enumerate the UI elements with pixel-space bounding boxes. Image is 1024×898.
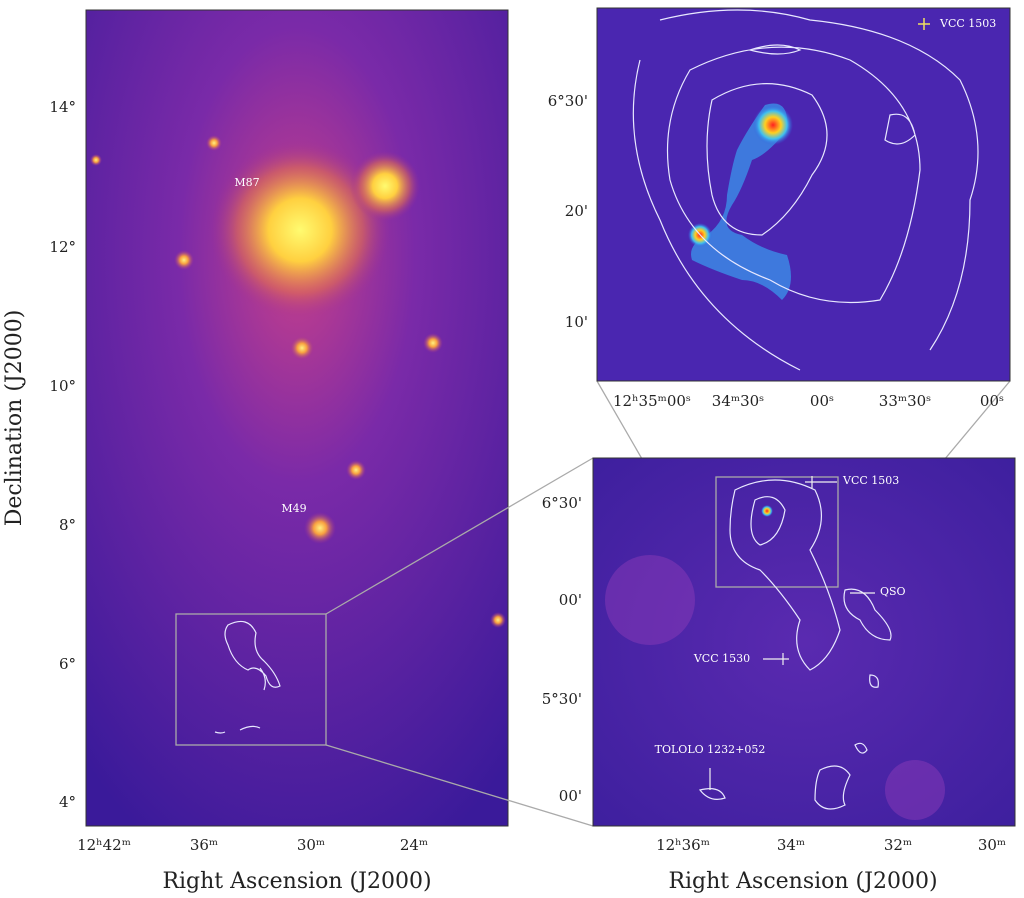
object-label: M49 [281,502,306,515]
x-axis-label: Right Ascension (J2000) [668,869,937,894]
object-label: M87 [234,176,259,189]
pointer [709,476,875,790]
x-tick-label: 00ˢ [810,392,834,410]
frame [85,9,509,827]
emission [691,103,791,300]
object-label: VCC 1503 [842,474,899,487]
zoom-box [715,476,839,588]
emission-peak [753,105,793,145]
y-tick-label: 8° [59,516,76,534]
star [490,612,506,628]
y-tick-label: 6° [59,655,76,673]
object-label: QSO [880,585,906,598]
star [290,336,314,360]
hi-image [597,8,1010,381]
glow [605,555,695,645]
x-tick-label: 30ᵐ [297,836,325,854]
star [423,333,443,353]
x-tick-label: 34ᵐ [777,836,805,854]
y-axis-label: Declination (J2000) [2,310,27,527]
galaxy-glow [350,151,420,221]
object-label: VCC 1503 [939,17,996,30]
x-tick-label: 12ʰ36ᵐ [656,836,710,854]
y-tick-label: 14° [49,98,76,116]
y-tick-label: 5°30' [542,690,582,708]
y-tick-label: 10° [49,377,76,395]
y-tick-label: 12° [49,238,76,256]
marker [918,18,930,30]
field-panel: VCC 1503 QSO VCC 1530 TOLOLO 1232+052 6°… [542,457,1016,894]
star [206,135,222,151]
x-tick-label: 12ʰ35ᵐ00ˢ [613,392,691,410]
x-tick-label: 33ᵐ30ˢ [879,392,931,410]
zoom-box [175,613,327,746]
star [174,250,194,270]
y-tick-label: 4° [59,793,76,811]
x-tick-label: 36ᵐ [190,836,218,854]
star [346,460,366,480]
x-tick-label: 30ᵐ [978,836,1006,854]
contour [214,620,281,734]
sky-image [86,10,508,826]
frame [592,457,1016,827]
contour [698,479,892,810]
glow [885,760,945,820]
y-tick-label: 00' [559,787,582,805]
x-tick-label: 24ᵐ [400,836,428,854]
y-tick-label: 10' [565,313,588,331]
y-tick-label: 00' [559,591,582,609]
y-tick-label: 20' [565,202,588,220]
zoom-panel: VCC 1503 6°30' 20' 10' 12ʰ35ᵐ00ˢ 34ᵐ30ˢ … [548,7,1011,410]
object-label: VCC 1530 [693,652,750,665]
x-tick-label: 32ᵐ [884,836,912,854]
frame [596,7,1011,382]
contour [632,9,979,371]
emission-peak [761,505,773,517]
y-tick-label: 6°30' [542,494,582,512]
sky-panel: M87 M49 14° 12° 10° 8° 6° 4° 12ʰ42ᵐ 36ᵐ … [2,9,509,894]
galaxy-glow [210,140,390,320]
x-tick-label: 12ʰ42ᵐ [77,836,131,854]
zoom-connector [325,380,1011,827]
x-axis-label: Right Ascension (J2000) [162,869,431,894]
x-tick-label: 34ᵐ30ˢ [712,392,764,410]
star [90,154,102,166]
y-tick-label: 6°30' [548,92,588,110]
galaxy-glow [304,512,336,544]
object-label: TOLOLO 1232+052 [655,743,766,756]
x-tick-label: 00ˢ [980,392,1004,410]
